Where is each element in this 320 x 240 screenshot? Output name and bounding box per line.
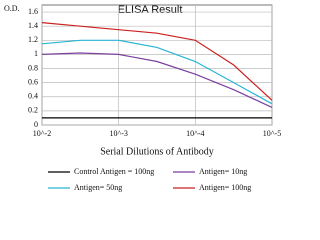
x-tick-label: 10^-3 <box>109 129 127 138</box>
y-tick-label: 0.6 <box>28 77 38 86</box>
chart-title: ELISA Result <box>118 4 183 16</box>
series-line <box>41 39 273 105</box>
x-tick-label: 10^-4 <box>186 129 204 138</box>
legend-label: Antigen= 50ng <box>74 183 122 192</box>
legend-label: Antigen= 10ng <box>199 167 247 176</box>
y-tick-label: 0.2 <box>28 106 38 115</box>
chart: ELISA Result O.D. Serial Dilutions of An… <box>4 4 281 192</box>
y-tick-label: 1 <box>34 49 38 58</box>
y-tick-label: 1.4 <box>28 21 38 30</box>
legend-label: Control Antigen = 100ng <box>74 167 154 176</box>
series-line <box>41 52 273 108</box>
y-axis-label: O.D. <box>4 4 20 13</box>
y-tick-label: 0 <box>34 120 38 129</box>
y-tick-label: 0.8 <box>28 63 38 72</box>
y-tick-label: 1.2 <box>28 35 38 44</box>
legend-label: Antigen= 100ng <box>199 183 251 192</box>
x-axis-label: Serial Dilutions of Antibody <box>100 146 214 157</box>
plot-frame <box>41 4 273 126</box>
x-tick-label: 10^-5 <box>263 129 281 138</box>
y-tick-label: 1.6 <box>28 7 38 16</box>
y-tick-label: 0.4 <box>28 92 38 101</box>
series-line <box>41 22 273 101</box>
x-tick-label: 10^-2 <box>33 129 51 138</box>
